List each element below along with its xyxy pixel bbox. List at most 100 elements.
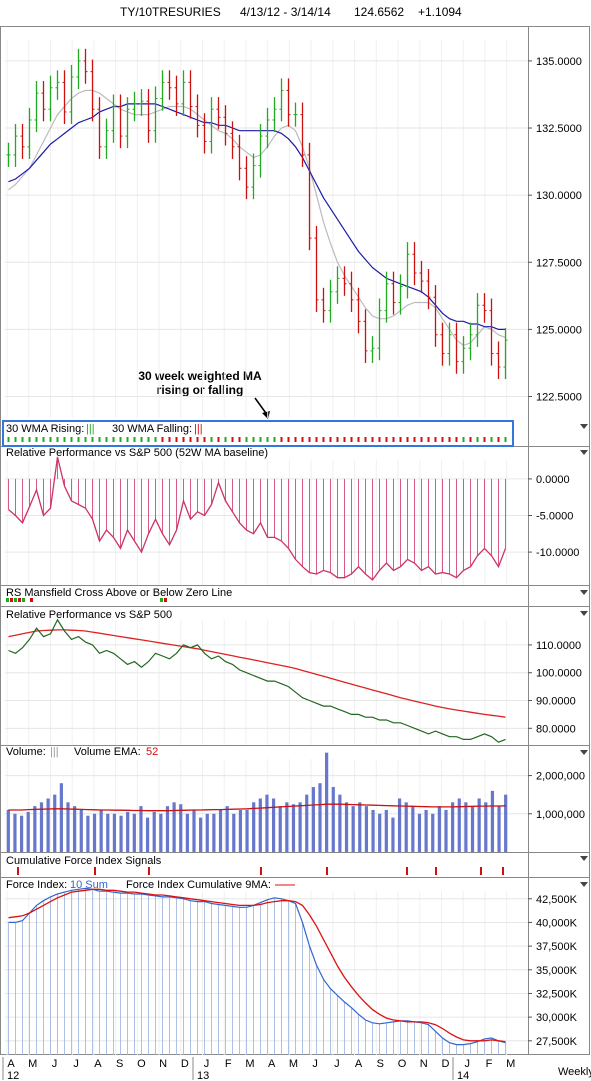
volume-bar [404,802,408,852]
wma-falling-glyph: ||| [194,423,203,435]
month-label: J [52,1058,58,1070]
panel-menu-icon [580,856,588,861]
volume-bar [165,806,170,852]
wma-signal-tick [476,437,479,442]
fi-sum: 10 Sum [70,879,108,891]
mansfield-signal [30,598,33,602]
volume-ema-line [8,803,506,812]
wma-signal-tick [49,437,52,442]
wma-signal-tick [259,437,262,442]
y-tick-label: 122.5000 [536,392,582,404]
ma10-line [8,89,506,347]
period-label: Weekly [558,1066,591,1078]
wma-rising-glyph: ||| [86,423,95,435]
month-label: J [312,1058,318,1070]
y-tick-label: 2,000,000 [536,771,585,783]
wma-signal-tick [70,437,73,442]
x-axis: A M J J A S O N D J F M A M J J A S O N D J F M 12 13 14 [2,1057,515,1081]
wma-signal-tick [364,437,367,442]
wma-signal-tick [343,437,346,442]
y-tick-label: 100.0000 [536,668,582,680]
mansfield-signal [14,598,17,602]
wma-signal-tick [126,437,129,442]
wma-signal-tick [357,437,360,442]
y-tick-label: -5.0000 [536,511,573,523]
wma-signal-tick [7,437,10,442]
rs-title: Relative Performance vs S&P 500 [6,609,172,621]
wma-signal-tick [441,437,444,442]
volume-bar [344,802,349,852]
y-tick-label: 37,500K [536,941,578,953]
month-label: N [159,1058,167,1070]
y-tick-label: 30,000K [536,1012,578,1024]
cfi-signal [148,867,150,875]
mansfield-signal [18,598,21,602]
volume-bar [424,809,428,852]
month-label: A [268,1058,276,1070]
wma-signal-tick [469,437,472,442]
y-tick-label: 135.0000 [536,56,582,68]
volume-bar [271,798,276,852]
month-label: A [7,1058,15,1070]
cfi-signal [17,867,19,875]
date-range: 4/13/12 - 3/14/14 [240,5,331,19]
wma-signal-tick [91,437,94,442]
wma-signal-tick [210,437,213,442]
mansfield-signal [160,598,163,602]
volume-bar [431,813,435,852]
volume-bar [152,811,156,852]
volume-bar [391,817,395,852]
wma-signal-tick [420,437,423,442]
volume-bar [112,813,117,852]
rs-line [8,618,506,743]
volume-bar [265,794,269,852]
volume-bar [159,813,163,852]
wma-signal-tick [147,437,150,442]
cfi-signal [94,867,96,875]
cfi-signal [480,867,482,875]
wma-signal-tick [413,437,416,442]
wma-signal-tick [98,437,101,442]
volume-bar [192,809,196,852]
volume-bar [318,783,322,852]
volume-bar [397,798,402,852]
month-label: O [398,1058,407,1070]
volume-bar [205,813,209,852]
wma-signal-tick [427,437,430,442]
wma-signal-tick [28,437,31,442]
volume-bar [451,802,455,852]
volume-bar [298,802,302,852]
volume-bar [252,802,256,852]
wma-rising-label: 30 WMA Rising: [6,423,84,435]
wma-signal-tick [273,437,276,442]
volume-bar [126,811,130,852]
wma-signal-tick [182,437,185,442]
annotation-line2: rising or falling [157,383,244,397]
rs52-title: Relative Performance vs S&P 500 (52W MA … [6,447,268,459]
volume-bar [86,815,90,852]
volume-bar [139,806,143,852]
panel-menu-icon [580,590,588,595]
wma-signal-tick [308,437,311,442]
year-label: 14 [457,1070,469,1081]
month-label: M [28,1058,37,1070]
wma-signal-tick [168,437,171,442]
wma-signal-tick [224,437,227,442]
cfis-title: Cumulative Force Index Signals [6,855,162,867]
wma-signal-tick [448,437,451,442]
y-tick-label: 27,500K [536,1036,578,1048]
volume-bar [185,813,189,852]
force-index-ma-line [8,888,506,1043]
y-tick-label: 0.0000 [536,474,570,486]
wma-signal-tick [378,437,381,442]
wma-signal-tick [133,437,136,442]
volume-bar [378,813,382,852]
wma-signal-tick [42,437,45,442]
volume-bar [384,809,388,852]
wma-signal-tick [315,437,318,442]
y-tick-label: 110.0000 [536,640,581,652]
wma-signal-tick [350,437,353,442]
volume-bar [26,811,30,852]
y-tick-label: -10.0000 [536,547,579,559]
wma-signal-tick [322,437,325,442]
